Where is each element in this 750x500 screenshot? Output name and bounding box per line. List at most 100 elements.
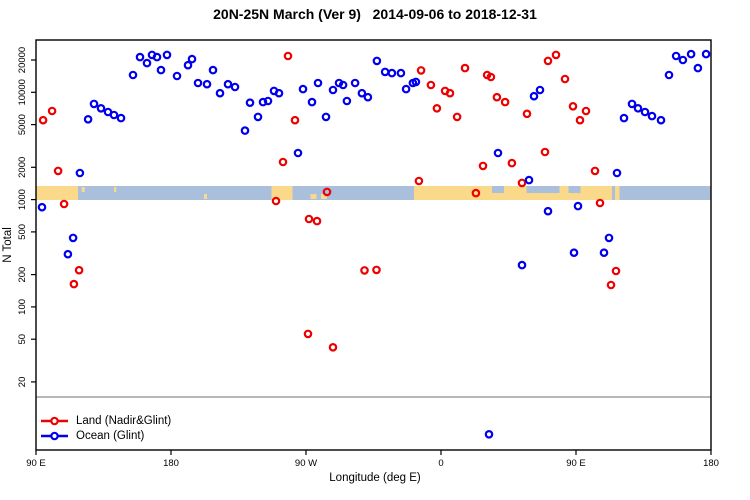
y-tick-label: 1000 [17, 189, 28, 210]
data-point [321, 112, 331, 122]
data-point [290, 115, 300, 125]
data-point [507, 158, 517, 168]
y-tick-label: 100 [17, 299, 28, 315]
data-point [522, 109, 532, 119]
data-point [693, 63, 703, 73]
data-point [414, 176, 424, 186]
data-point [263, 96, 273, 106]
data-point [380, 67, 390, 77]
data-point [38, 115, 48, 125]
map-strip-island-speck [81, 187, 85, 192]
data-point [445, 88, 455, 98]
y-tick-label: 50 [17, 334, 28, 345]
map-strip-ocean-patch [492, 186, 504, 193]
map-strip-ocean-patch [612, 186, 615, 200]
data-point [303, 329, 313, 339]
data-point [357, 88, 367, 98]
data-point [202, 79, 212, 89]
y-tick-label: 20 [17, 377, 28, 388]
y-tick-label: 5000 [17, 114, 28, 135]
data-point [640, 107, 650, 117]
legend-label-ocean: Ocean (Glint) [76, 430, 145, 442]
data-point [63, 249, 73, 259]
data-point [493, 148, 503, 158]
data-point [678, 55, 688, 65]
data-point [581, 106, 591, 116]
data-point [68, 233, 78, 243]
x-tick-label: 0 [438, 458, 443, 469]
x-tick-label: 90 W [295, 458, 317, 469]
x-axis-label: Longitude (deg E) [329, 472, 421, 484]
data-point [215, 88, 225, 98]
legend-marker-circle [50, 431, 59, 441]
data-point [75, 168, 85, 178]
data-point [396, 68, 406, 78]
data-point [69, 279, 79, 289]
data-point [245, 98, 255, 108]
data-point [543, 206, 553, 216]
data-point [83, 115, 93, 124]
data-point [240, 126, 250, 135]
data-point [540, 147, 550, 157]
data-point [595, 198, 605, 208]
data-point [543, 56, 553, 66]
data-point [619, 113, 629, 123]
data-point [656, 115, 666, 125]
data-point [372, 56, 382, 66]
data-point [599, 248, 609, 258]
data-point [432, 104, 442, 113]
data-point [360, 266, 369, 275]
data-point [89, 99, 99, 109]
data-point [500, 97, 510, 107]
data-point [529, 91, 539, 101]
data-point [342, 96, 352, 106]
data-point [208, 65, 218, 75]
data-point [53, 166, 63, 176]
legend-label-land: Land (Nadir&Glint) [76, 415, 172, 427]
data-point [560, 74, 570, 84]
data-point [517, 178, 527, 188]
data-point [253, 112, 263, 122]
data-point [283, 51, 293, 61]
data-point [96, 104, 106, 113]
data-point [686, 49, 696, 59]
legend-marker-circle [50, 416, 59, 426]
data-point [47, 106, 57, 116]
data-point [183, 60, 193, 70]
data-point [551, 50, 561, 60]
map-strip-island-speck [114, 187, 117, 192]
data-point [604, 233, 614, 243]
data-point [298, 84, 308, 94]
data-point [193, 78, 203, 88]
data-point [293, 148, 303, 158]
data-point [612, 168, 622, 178]
x-tick-label: 90 E [26, 458, 46, 469]
data-point [664, 70, 674, 80]
data-point [322, 187, 332, 197]
data-point [172, 71, 182, 81]
data-point [372, 265, 381, 275]
map-strip-ocean-patch [568, 186, 581, 193]
data-point [478, 161, 488, 171]
data-point [135, 52, 145, 62]
data-point [37, 202, 47, 212]
data-point [116, 113, 126, 123]
data-point [387, 68, 397, 78]
data-point [647, 111, 657, 121]
data-point [573, 201, 583, 211]
data-point [401, 84, 411, 94]
data-point [486, 72, 496, 82]
data-point [492, 92, 502, 102]
data-point [701, 49, 711, 59]
data-point [74, 265, 84, 275]
data-point [575, 115, 585, 125]
data-point [258, 97, 268, 107]
data-point [426, 80, 436, 90]
map-strip-ocean-patch [526, 186, 560, 193]
data-point [156, 65, 166, 75]
data-point [304, 214, 314, 224]
map-strip-island-speck [204, 194, 207, 199]
data-point [569, 248, 579, 258]
